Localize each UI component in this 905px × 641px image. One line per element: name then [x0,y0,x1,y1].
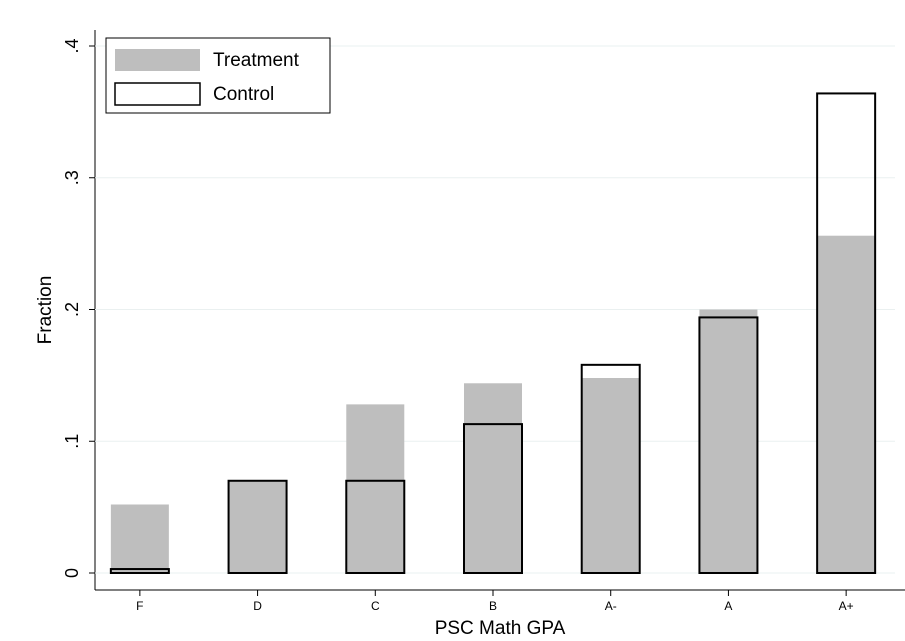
bar [227,479,288,574]
x-tick-label: D [253,599,262,613]
y-tick-label: .2 [62,302,82,317]
x-tick-label: A [724,599,732,613]
x-tick-label: C [371,599,380,613]
bar [699,309,758,573]
bar [464,383,522,573]
x-tick-label: B [489,599,497,613]
bar [228,480,287,573]
bar [816,92,877,575]
legend-label: Treatment [213,50,300,71]
bar [109,568,170,574]
bar [345,479,406,574]
bar [346,404,405,573]
legend-swatch [115,49,200,71]
bar [817,235,876,573]
bar [110,504,169,573]
legend-swatch [114,82,201,106]
y-axis-title: Fraction [35,276,56,345]
x-tick-label: A+ [839,599,854,613]
y-tick-label: 0 [62,568,82,578]
x-axis-title: PSC Math GPA [435,618,566,639]
y-tick-label: .4 [62,38,82,53]
bar [463,423,523,574]
y-tick-label: .1 [62,434,82,449]
x-tick-label: A- [605,599,617,613]
y-tick-label: .3 [62,170,82,185]
bar [581,378,640,573]
x-tick-label: F [136,599,143,613]
bar [580,363,641,574]
bar [698,316,759,574]
legend-label: Control [213,84,274,105]
